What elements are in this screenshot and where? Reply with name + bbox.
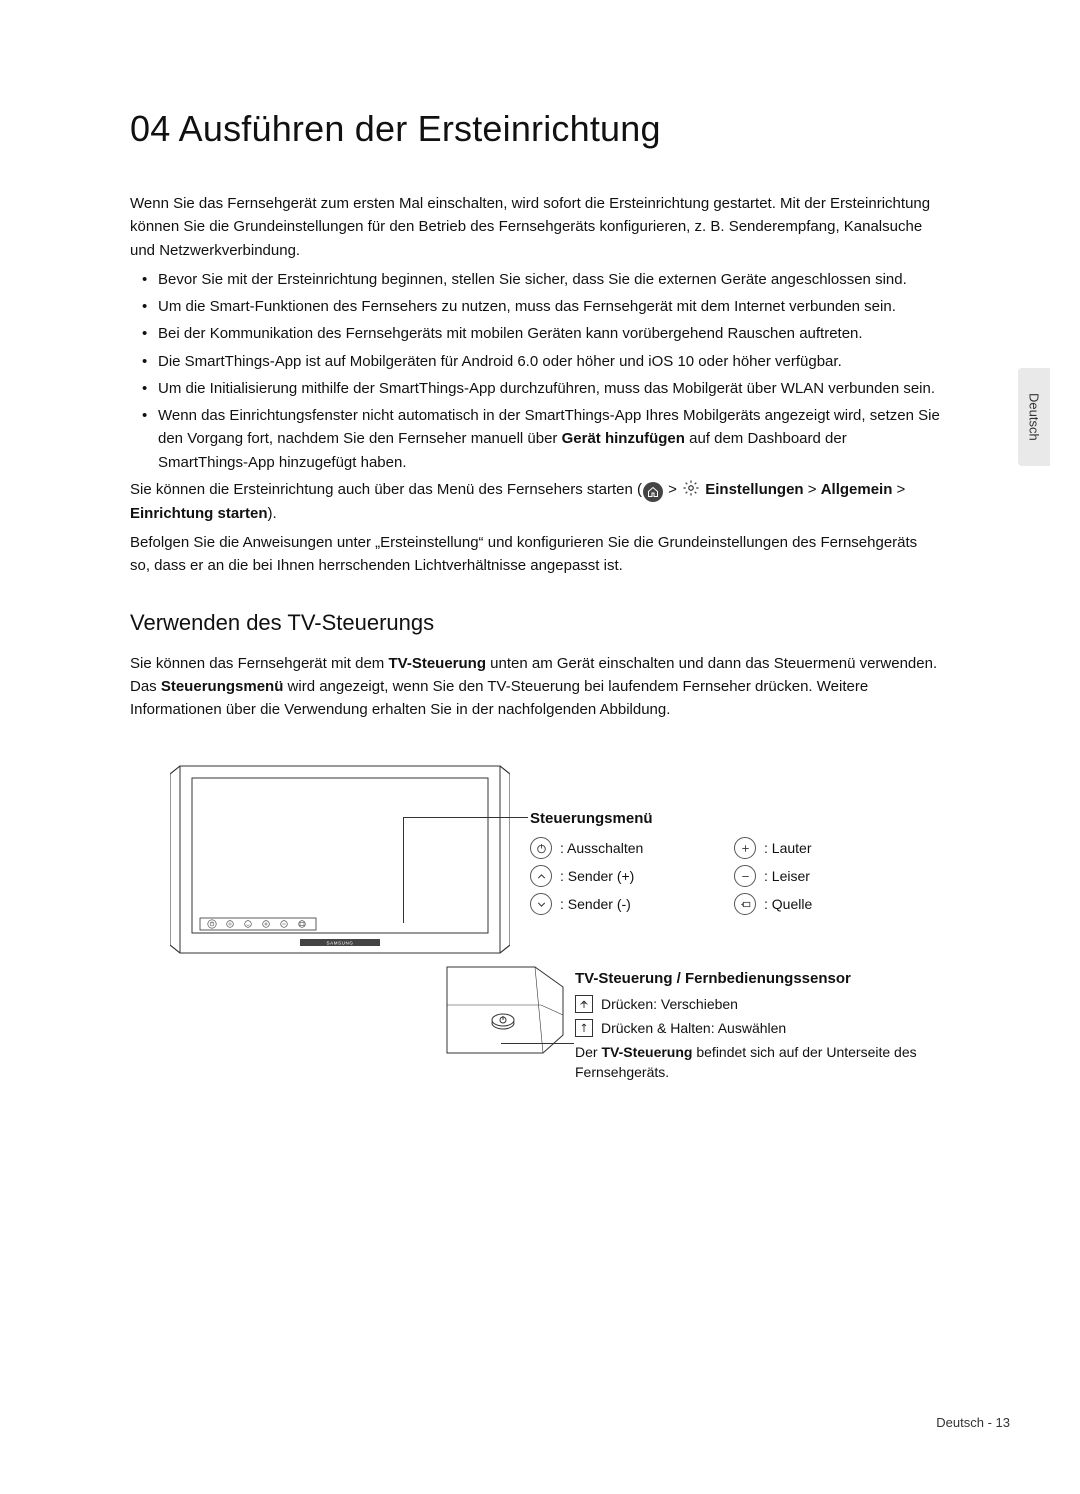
list-item: Bei der Kommunikation des Fernsehgeräts …	[158, 322, 940, 345]
gear-icon	[682, 479, 700, 497]
tv-diagram: SAMSUNG Steuerungsmenü : Ausschalten : L…	[130, 760, 960, 1100]
list-item: Die SmartThings-App ist auf Mobilgeräten…	[158, 350, 940, 373]
legend-heading: Steuerungsmenü	[530, 810, 940, 827]
plus-icon	[734, 837, 756, 859]
breadcrumb-paragraph: Sie können die Ersteinrichtung auch über…	[130, 478, 940, 525]
chevron-up-icon	[530, 865, 552, 887]
legend-label: : Sender (-)	[560, 896, 631, 912]
tvctrl-label: Drücken: Verschieben	[601, 996, 738, 1012]
tv-outline: SAMSUNG	[170, 760, 510, 960]
control-menu-legend: Steuerungsmenü : Ausschalten : Lauter : …	[530, 810, 940, 921]
power-icon	[530, 837, 552, 859]
list-item: Um die Initialisierung mithilfe der Smar…	[158, 377, 940, 400]
text: Sie können das Fernsehgerät mit dem	[130, 655, 388, 672]
list-item: Wenn das Einrichtungsfenster nicht autom…	[158, 404, 940, 474]
sub-paragraph: Sie können das Fernsehgerät mit dem TV-S…	[130, 652, 940, 722]
legend-label: : Ausschalten	[560, 840, 643, 856]
legend-label: : Quelle	[764, 896, 812, 912]
bold-text: Steuerungsmenü	[161, 678, 284, 695]
home-icon	[643, 482, 663, 502]
list-item: Um die Smart-Funktionen des Fernsehers z…	[158, 295, 940, 318]
svg-text:SAMSUNG: SAMSUNG	[327, 941, 354, 946]
language-tab: Deutsch	[1018, 368, 1050, 466]
intro-paragraph: Wenn Sie das Fernsehgerät zum ersten Mal…	[130, 192, 940, 262]
minus-icon	[734, 865, 756, 887]
legend-label: : Lauter	[764, 840, 811, 856]
tv-corner-detail	[445, 965, 565, 1055]
language-tab-label: Deutsch	[1027, 393, 1042, 441]
text: ).	[268, 505, 277, 522]
leader-line	[501, 1043, 574, 1044]
legend-label: : Sender (+)	[560, 868, 634, 884]
page-content: 04 Ausführen der Ersteinrichtung Wenn Si…	[130, 108, 940, 727]
bold-text: Gerät hinzufügen	[562, 430, 685, 447]
list-item: Bevor Sie mit der Ersteinrichtung beginn…	[158, 268, 940, 291]
breadcrumb-start: Einrichtung starten	[130, 505, 268, 522]
page-title: 04 Ausführen der Ersteinrichtung	[130, 108, 940, 150]
bold-text: TV-Steuerung	[388, 655, 486, 672]
breadcrumb-settings: Einstellungen	[705, 481, 803, 498]
tv-control-info: TV-Steuerung / Fernbedienungssensor Drüc…	[575, 970, 955, 1082]
press-move-icon	[575, 995, 593, 1013]
page-footer: Deutsch - 13	[936, 1415, 1010, 1430]
leader-line	[403, 817, 528, 818]
sub-heading: Verwenden des TV-Steuerungs	[130, 610, 940, 636]
tvctrl-note: Der TV-Steuerung befindet sich auf der U…	[575, 1043, 955, 1082]
text: Sie können die Ersteinrichtung auch über…	[130, 481, 642, 498]
tvctrl-heading: TV-Steuerung / Fernbedienungssensor	[575, 970, 955, 987]
chevron-down-icon	[530, 893, 552, 915]
press-hold-icon	[575, 1019, 593, 1037]
leader-line	[403, 817, 404, 923]
tvctrl-label: Drücken & Halten: Auswählen	[601, 1020, 786, 1036]
legend-label: : Leiser	[764, 868, 810, 884]
bold-text: TV-Steuerung	[601, 1044, 692, 1060]
breadcrumb-general: Allgemein	[821, 481, 893, 498]
text: Der	[575, 1044, 601, 1060]
source-icon	[734, 893, 756, 915]
bullet-list: Bevor Sie mit der Ersteinrichtung beginn…	[130, 268, 940, 474]
after-paragraph: Befolgen Sie die Anweisungen unter „Erst…	[130, 531, 940, 578]
